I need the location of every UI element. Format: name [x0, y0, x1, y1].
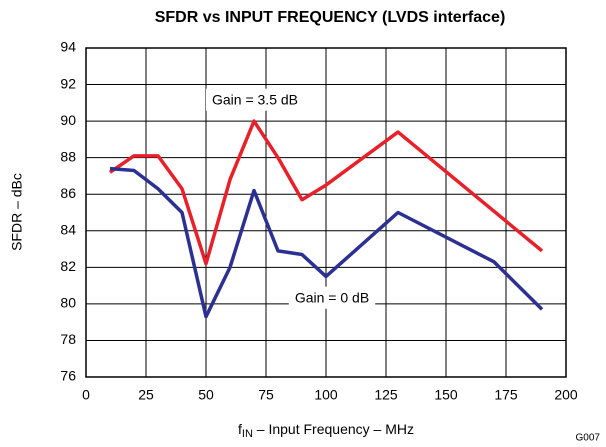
y-tick-label: 90 — [60, 112, 76, 128]
label-box — [288, 286, 376, 309]
chart-title: SFDR vs INPUT FREQUENCY (LVDS interface) — [155, 9, 506, 26]
y-tick-label: 86 — [60, 185, 76, 201]
x-tick-label: 200 — [554, 387, 578, 403]
x-axis-label: fIN – Input Frequency – MHz — [238, 421, 414, 440]
y-tick-label: 80 — [60, 295, 76, 311]
x-tick-label: 0 — [82, 387, 90, 403]
plot-frame — [85, 47, 567, 378]
y-tick-label: 94 — [60, 39, 76, 55]
x-tick-label: 75 — [258, 387, 274, 403]
series-label: Gain = 3.5 dB — [212, 92, 298, 108]
y-tick-label: 84 — [60, 221, 76, 237]
y-tick-label: 82 — [60, 258, 76, 274]
x-tick-label: 100 — [314, 387, 338, 403]
x-label-rest: – Input Frequency – MHz — [253, 421, 414, 437]
x-tick-label: 50 — [198, 387, 214, 403]
label-box — [205, 88, 305, 111]
x-label-sub: IN — [242, 428, 253, 440]
y-tick-label: 92 — [60, 75, 76, 91]
series-label: Gain = 0 dB — [295, 290, 369, 306]
y-tick-label: 78 — [60, 331, 76, 347]
y-axis-label: SFDR – dBc — [9, 173, 25, 251]
x-tick-label: 125 — [374, 387, 398, 403]
x-tick-label: 175 — [494, 387, 518, 403]
x-label-f: f — [238, 421, 242, 437]
figure-code: G007 — [576, 433, 601, 444]
x-tick-label: 150 — [434, 387, 458, 403]
y-tick-label: 76 — [60, 368, 76, 384]
series-line — [109, 166, 544, 319]
y-tick-label: 88 — [60, 148, 76, 164]
x-tick-label: 25 — [138, 387, 154, 403]
series-line — [109, 119, 544, 266]
